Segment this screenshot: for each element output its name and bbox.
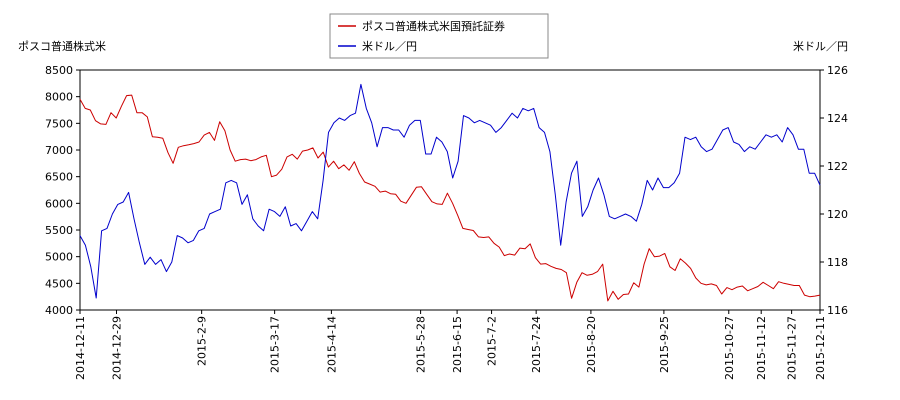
left-tick-label: 5000 xyxy=(45,251,73,264)
legend-label-posco: ポスコ普通株式米国預託証券 xyxy=(362,19,505,33)
plot-frame xyxy=(79,69,821,311)
x-tick-label: 2015-4-14 xyxy=(325,316,338,373)
x-tick-label: 2015-9-25 xyxy=(658,316,671,373)
left-tick-label: 8000 xyxy=(45,91,73,104)
left-tick-label: 4000 xyxy=(45,304,73,317)
x-axis: 2014-12-11 2014-12-29 2015-2-9 2015-3-17 201… xyxy=(74,310,827,380)
left-tick-label: 5500 xyxy=(45,224,73,237)
left-tick-label: 7000 xyxy=(45,144,73,157)
legend: ポスコ普通株式米国預託証券 米ドル／円 xyxy=(329,13,549,59)
x-tick-label: 2015-2-9 xyxy=(196,316,209,366)
right-tick-label: 122 xyxy=(827,160,848,173)
x-tick-label: 2015-7-24 xyxy=(530,316,543,373)
left-tick-label: 6000 xyxy=(45,197,73,210)
x-tick-label: 2015-8-20 xyxy=(585,316,598,373)
right-tick-label: 124 xyxy=(827,112,848,125)
right-tick-label: 120 xyxy=(827,208,848,221)
x-tick-label: 2015-7-2 xyxy=(486,316,499,366)
series-layer xyxy=(79,83,821,302)
series-line-posco xyxy=(79,94,821,302)
left-axis-title: ポスコ普通株式米 xyxy=(18,39,106,53)
x-tick-label: 2015-6-15 xyxy=(451,316,464,373)
legend-box xyxy=(329,13,549,59)
right-tick-label: 126 xyxy=(827,64,848,77)
left-axis: 4000 4500 5000 5500 6000 6500 7000 7500 8000 8500 xyxy=(45,64,80,317)
right-tick-label: 116 xyxy=(827,304,848,317)
x-tick-label: 2015-11-27 xyxy=(786,316,799,380)
left-tick-label: 8500 xyxy=(45,64,73,77)
x-tick-label: 2015-5-28 xyxy=(415,316,428,373)
right-tick-label: 118 xyxy=(827,256,848,269)
left-tick-label: 6500 xyxy=(45,171,73,184)
left-tick-label: 7500 xyxy=(45,117,73,130)
left-tick-label: 4500 xyxy=(45,277,73,290)
right-axis: 116 118 120 122 124 126 xyxy=(820,64,848,317)
x-tick-label: 2015-11-12 xyxy=(755,316,768,380)
x-tick-label: 2014-12-29 xyxy=(110,316,123,380)
x-tick-label: 2015-10-27 xyxy=(723,316,736,380)
legend-label-usdjpy: 米ドル／円 xyxy=(362,40,417,53)
right-axis-title: 米ドル／円 xyxy=(793,40,848,53)
series-line-usdjpy xyxy=(79,83,821,299)
x-tick-label: 2014-12-11 xyxy=(74,316,87,380)
x-tick-label: 2015-12-11 xyxy=(814,316,827,380)
x-tick-label: 2015-3-17 xyxy=(269,316,282,373)
